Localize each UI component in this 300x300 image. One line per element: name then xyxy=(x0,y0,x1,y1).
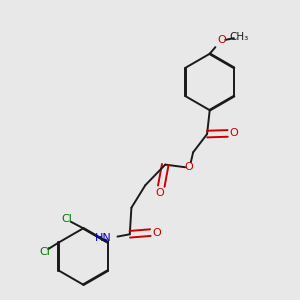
Text: O: O xyxy=(229,128,238,138)
Text: Cl: Cl xyxy=(40,248,50,257)
Text: O: O xyxy=(217,35,226,45)
Text: Cl: Cl xyxy=(61,214,72,224)
Text: O: O xyxy=(185,162,194,172)
Text: O: O xyxy=(152,228,161,238)
Text: CH₃: CH₃ xyxy=(229,32,248,42)
Text: O: O xyxy=(155,188,164,198)
Text: HN: HN xyxy=(95,233,112,243)
